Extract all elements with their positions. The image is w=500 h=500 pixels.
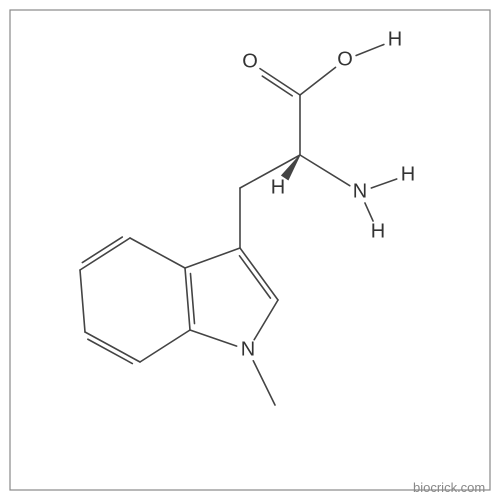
atom-label: H xyxy=(271,177,285,200)
watermark-text: biocrick.com xyxy=(413,480,485,495)
atom-label: H xyxy=(388,29,402,52)
molecule-svg xyxy=(0,0,500,500)
molecule-canvas: OOHHNHHN biocrick.com xyxy=(0,0,500,500)
atom-label: O xyxy=(337,49,353,72)
atom-label: H xyxy=(371,221,385,244)
atom-label: N xyxy=(353,181,367,204)
atom-label: O xyxy=(242,51,258,74)
atom-label: H xyxy=(401,164,415,187)
atom-label: N xyxy=(241,339,255,362)
